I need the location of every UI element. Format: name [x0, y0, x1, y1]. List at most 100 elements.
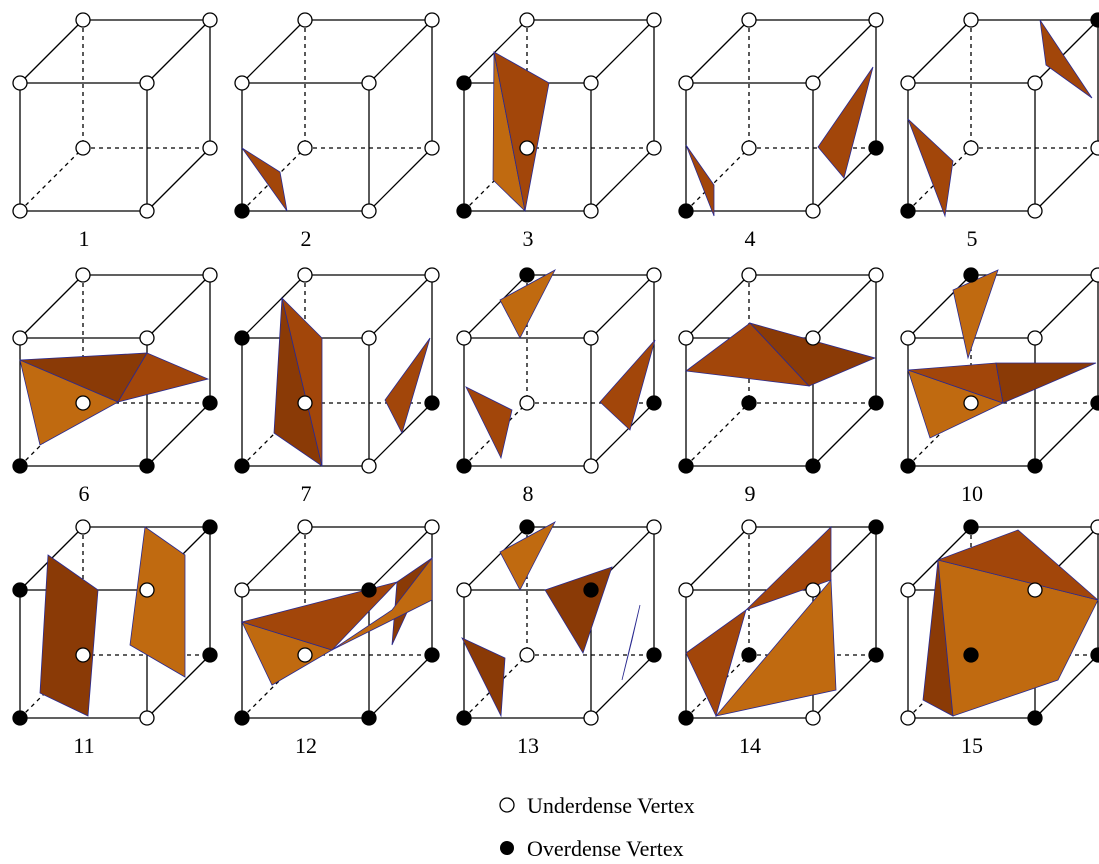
underdense-vertex	[901, 76, 915, 90]
underdense-vertex	[362, 76, 376, 90]
overdense-vertex	[203, 396, 217, 410]
overdense-vertex	[1028, 711, 1042, 725]
underdense-vertex	[806, 711, 820, 725]
overdense-vertex	[964, 648, 978, 662]
isosurface-face	[466, 387, 512, 458]
cube-case: 5	[901, 13, 1099, 251]
overdense-vertex	[869, 141, 883, 155]
overdense-vertex	[1091, 396, 1099, 410]
overdense-vertex	[425, 648, 439, 662]
underdense-vertex	[520, 648, 534, 662]
edge	[147, 148, 210, 211]
legend-underdense-label: Underdense Vertex	[527, 793, 695, 818]
underdense-vertex	[869, 13, 883, 27]
underdense-vertex	[235, 583, 249, 597]
legend-overdense-icon	[500, 841, 514, 855]
legend: Underdense Vertex Overdense Vertex	[500, 793, 695, 861]
case-label: 10	[961, 481, 983, 506]
underdense-vertex	[140, 204, 154, 218]
edge	[813, 403, 876, 466]
underdense-vertex	[13, 204, 27, 218]
edge	[20, 275, 83, 338]
overdense-vertex	[457, 204, 471, 218]
overdense-vertex	[742, 396, 756, 410]
case-label: 14	[739, 733, 761, 758]
underdense-vertex	[203, 141, 217, 155]
cube-case: 13	[457, 520, 661, 758]
overdense-vertex	[1091, 13, 1099, 27]
underdense-vertex	[362, 331, 376, 345]
underdense-vertex	[76, 13, 90, 27]
underdense-vertex	[584, 459, 598, 473]
underdense-vertex	[76, 648, 90, 662]
case-label: 7	[301, 481, 312, 506]
edge	[591, 20, 654, 83]
overdense-vertex	[457, 711, 471, 725]
overdense-vertex	[901, 204, 915, 218]
isosurface-face	[908, 119, 953, 216]
underdense-vertex	[298, 268, 312, 282]
underdense-vertex	[425, 13, 439, 27]
overdense-vertex	[520, 268, 534, 282]
underdense-vertex	[298, 141, 312, 155]
underdense-vertex	[1091, 520, 1099, 534]
underdense-vertex	[425, 141, 439, 155]
overdense-vertex	[520, 520, 534, 534]
underdense-vertex	[806, 204, 820, 218]
overdense-vertex	[203, 648, 217, 662]
underdense-vertex	[140, 583, 154, 597]
cube-case: 7	[235, 268, 439, 506]
underdense-vertex	[679, 331, 693, 345]
case-label: 6	[79, 481, 90, 506]
case-label: 15	[961, 733, 983, 758]
underdense-vertex	[647, 520, 661, 534]
underdense-vertex	[520, 141, 534, 155]
underdense-vertex	[76, 141, 90, 155]
overdense-vertex	[679, 204, 693, 218]
legend-overdense-label: Overdense Vertex	[527, 836, 684, 861]
cube-case: 14	[679, 520, 883, 758]
cube-case: 6	[13, 268, 217, 506]
case-label: 9	[745, 481, 756, 506]
underdense-vertex	[742, 268, 756, 282]
underdense-vertex	[140, 331, 154, 345]
case-label: 12	[295, 733, 317, 758]
case-label: 2	[301, 226, 312, 251]
case-label: 4	[745, 226, 756, 251]
underdense-vertex	[140, 76, 154, 90]
underdense-vertex	[298, 648, 312, 662]
underdense-vertex	[964, 141, 978, 155]
edge	[813, 275, 876, 338]
overdense-vertex	[457, 76, 471, 90]
underdense-vertex	[1028, 204, 1042, 218]
case-label: 13	[517, 733, 539, 758]
hidden-edge	[686, 403, 749, 466]
overdense-vertex	[457, 459, 471, 473]
overdense-vertex	[235, 459, 249, 473]
underdense-vertex	[1028, 583, 1042, 597]
isosurface-face	[462, 638, 505, 716]
overdense-vertex	[742, 648, 756, 662]
case-label: 1	[79, 226, 90, 251]
isosurface-face	[600, 340, 655, 430]
cube-case: 12	[235, 520, 439, 758]
underdense-vertex	[964, 13, 978, 27]
isosurface-face	[242, 148, 287, 211]
overdense-vertex	[964, 520, 978, 534]
case-label: 3	[523, 226, 534, 251]
underdense-vertex	[203, 13, 217, 27]
underdense-vertex	[235, 76, 249, 90]
underdense-vertex	[425, 520, 439, 534]
underdense-vertex	[13, 76, 27, 90]
underdense-vertex	[76, 268, 90, 282]
overdense-vertex	[806, 459, 820, 473]
cube-case: 9	[679, 268, 883, 506]
overdense-vertex	[964, 268, 978, 282]
edge	[147, 403, 210, 466]
edge	[591, 148, 654, 211]
edge	[908, 20, 971, 83]
overdense-vertex	[679, 711, 693, 725]
edge	[1035, 148, 1098, 211]
underdense-vertex	[1028, 76, 1042, 90]
isosurface-face	[40, 555, 98, 716]
